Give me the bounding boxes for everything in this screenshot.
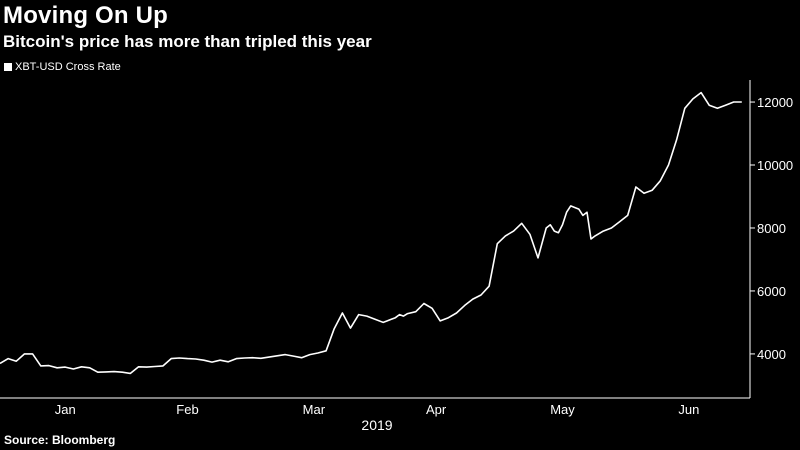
x-tick-label: Mar [303,402,326,417]
x-axis-label: 2019 [361,417,392,433]
x-axis: Jan Feb Mar Apr May Jun [0,397,750,417]
legend-label: XBT-USD Cross Rate [15,61,121,73]
x-tick-label: May [550,402,575,417]
legend: XBT-USD Cross Rate [4,61,121,73]
y-tick-label: 8000 [757,221,786,236]
y-tick-label: 10000 [757,158,793,173]
series-layer [0,91,742,375]
y-tick-label: 6000 [757,284,786,299]
chart-subtitle: Bitcoin's price has more than tripled th… [3,32,372,51]
x-tick-label: Apr [426,402,447,417]
y-tick-label: 12000 [757,95,793,110]
y-tick-label: 4000 [757,347,786,362]
x-tick-label: Feb [176,402,198,417]
series-line [0,91,742,375]
chart-title: Moving On Up [3,2,169,29]
x-tick-label: Jun [678,402,699,417]
source-note: Source: Bloomberg [4,433,116,447]
legend-swatch [4,63,12,71]
y-axis: 4000 6000 8000 10000 12000 [749,80,793,398]
x-tick-label: Jan [55,402,76,417]
